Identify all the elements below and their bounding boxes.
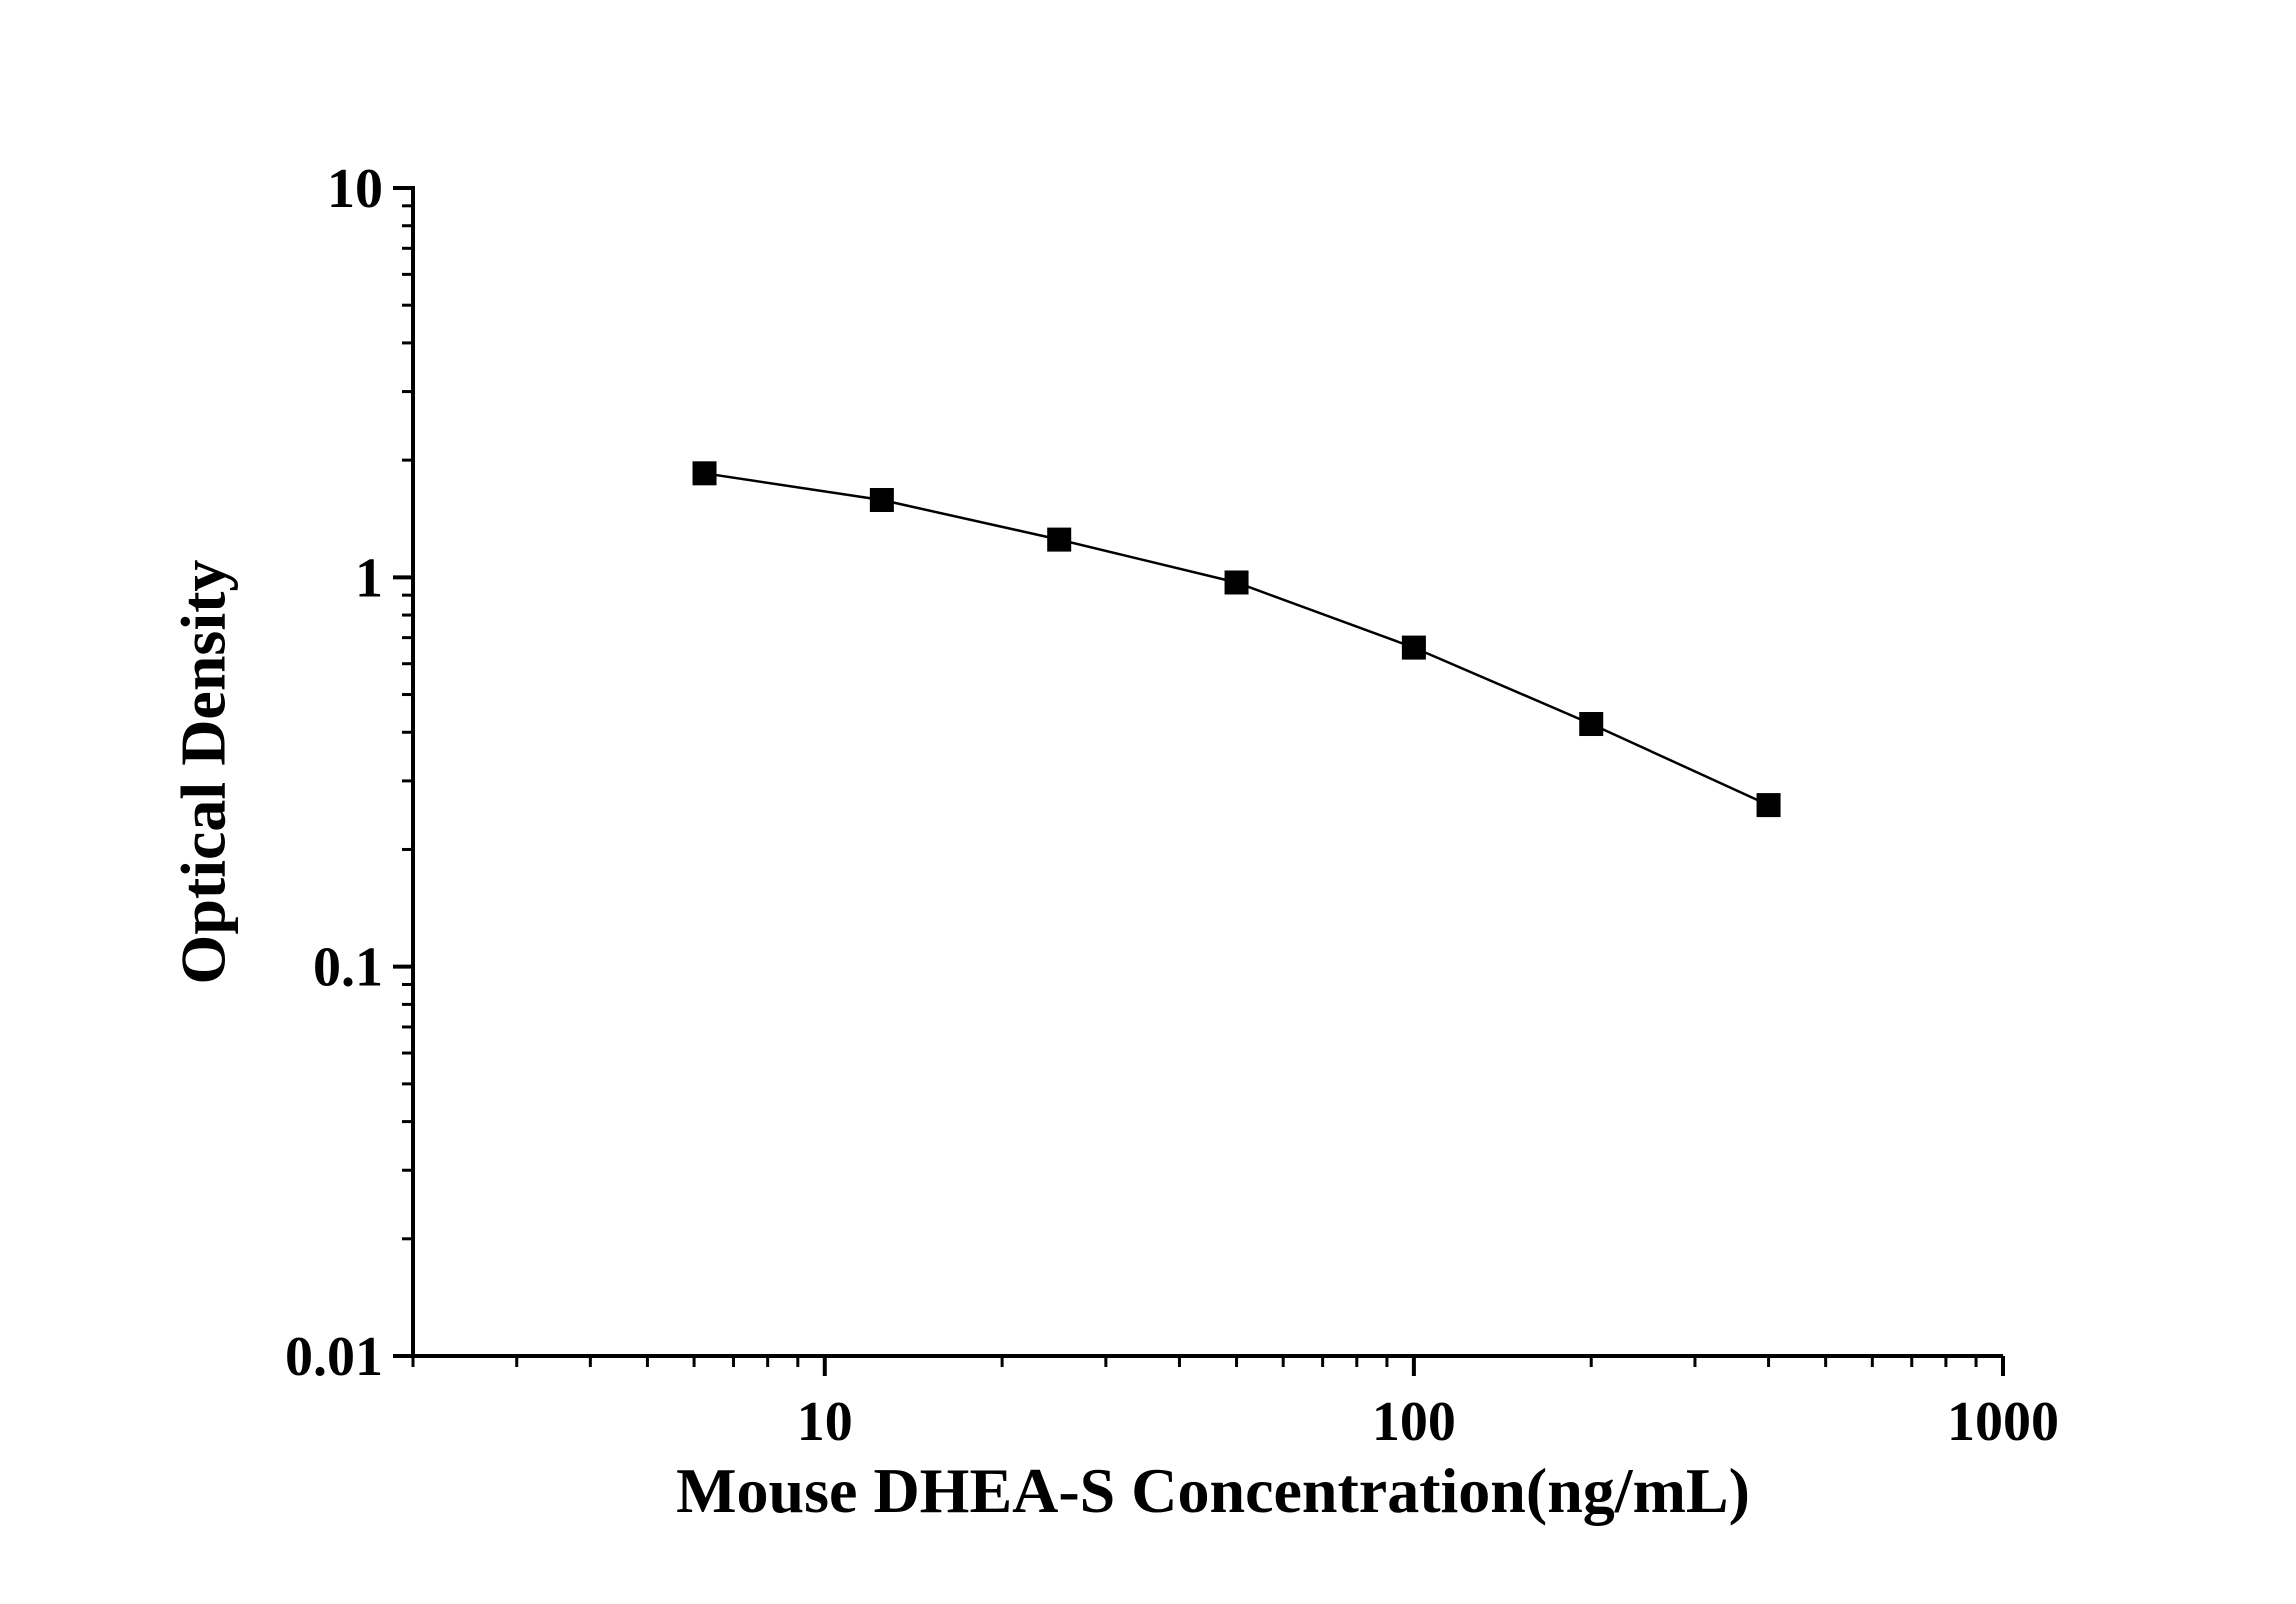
- x-axis-title: Mouse DHEA-S Concentration(ng/mL): [676, 1455, 1750, 1526]
- data-point-marker: [869, 487, 894, 512]
- y-tick-label: 0.1: [313, 937, 383, 999]
- data-point-marker: [1224, 570, 1249, 595]
- y-tick-label: 1: [355, 547, 383, 609]
- axes: [411, 186, 2003, 1358]
- x-tick-label: 10: [797, 1391, 853, 1453]
- x-tick-label: 100: [1372, 1391, 1456, 1453]
- axis-ticks: [393, 186, 2005, 1376]
- data-point-marker: [692, 461, 717, 486]
- data-point-marker: [1047, 527, 1072, 552]
- tick-labels: 0.01 0.1 1 10 10 100 1000: [285, 158, 2059, 1453]
- data-point-marker: [1401, 635, 1426, 660]
- series: [692, 461, 1781, 818]
- y-tick-label: 0.01: [285, 1326, 383, 1388]
- series-line: [704, 472, 1770, 807]
- y-tick-label: 10: [327, 158, 383, 220]
- data-point-marker: [1579, 712, 1604, 737]
- x-tick-label: 1000: [1947, 1391, 2059, 1453]
- data-point-marker: [1756, 793, 1781, 818]
- y-axis-title: Optical Density: [168, 560, 239, 985]
